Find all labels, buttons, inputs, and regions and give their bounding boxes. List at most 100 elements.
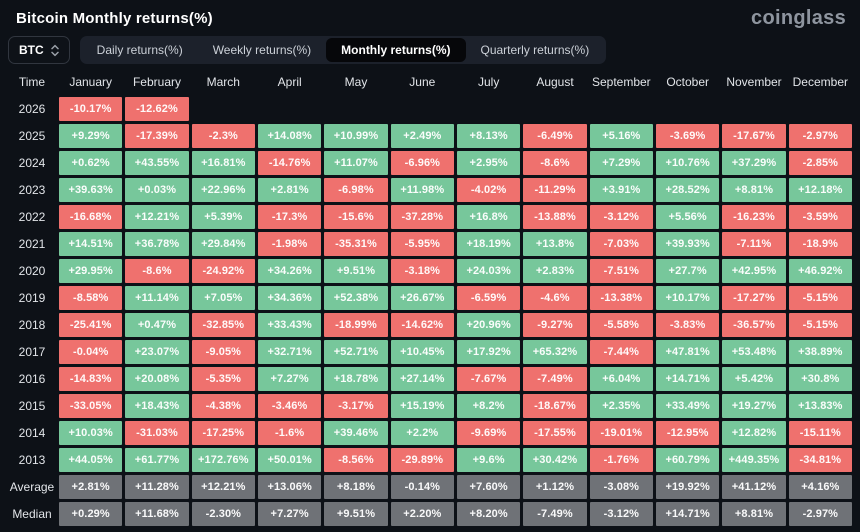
return-cell: +3.91% [589, 178, 653, 202]
row-label: 2014 [18, 426, 46, 440]
return-cell: -13.38% [589, 286, 653, 310]
return-cell: -36.57% [722, 313, 786, 337]
return-cell: +2.35% [589, 394, 653, 418]
return-cell: -3.08% [589, 475, 653, 499]
return-cell: -5.35% [191, 367, 255, 391]
return-cell: -5.95% [390, 232, 454, 256]
row-label: 2013 [18, 453, 46, 467]
row-label: 2020 [18, 264, 46, 278]
row-label: 2024 [18, 156, 46, 170]
return-cell: +50.01% [257, 448, 322, 472]
return-cell: +65.32% [523, 340, 587, 364]
return-cell: -17.27% [722, 286, 786, 310]
return-cell: -1.6% [257, 421, 322, 445]
return-cell: +33.43% [257, 313, 322, 337]
return-cell: -2.97% [788, 124, 852, 148]
return-cell: +29.95% [59, 259, 123, 283]
column-header: July [477, 75, 500, 89]
return-cell: -2.30% [191, 502, 255, 526]
return-cell: -18.99% [324, 313, 388, 337]
return-cell: -7.44% [589, 340, 653, 364]
return-cell: +26.67% [390, 286, 454, 310]
return-cell: -24.92% [191, 259, 255, 283]
empty-cell [722, 97, 785, 121]
return-cell: -16.23% [722, 205, 786, 229]
topbar: Bitcoin Monthly returns(%) coinglass [0, 0, 860, 31]
empty-cell [656, 97, 719, 121]
toolbar: BTC Daily returns(%) Weekly returns(%) Mon… [0, 31, 860, 70]
return-cell: +37.29% [722, 151, 786, 175]
return-cell: +18.78% [324, 367, 388, 391]
return-cell: +14.51% [59, 232, 123, 256]
empty-cell [457, 97, 520, 121]
return-cell: +0.62% [59, 151, 123, 175]
return-cell: +15.19% [390, 394, 454, 418]
return-cell: +18.43% [125, 394, 189, 418]
empty-cell [192, 97, 255, 121]
empty-cell [324, 97, 387, 121]
return-cell: +22.96% [191, 178, 255, 202]
return-cell: -4.02% [456, 178, 521, 202]
return-cell: +9.51% [324, 502, 388, 526]
return-cell: +8.13% [456, 124, 521, 148]
return-cell: +11.98% [390, 178, 454, 202]
return-cell: +34.36% [257, 286, 322, 310]
tab-monthly-returns[interactable]: Monthly returns(%) [326, 38, 466, 62]
return-cell: +2.49% [390, 124, 454, 148]
column-header: May [344, 75, 368, 89]
return-cell: +23.07% [125, 340, 189, 364]
return-cell: +4.16% [788, 475, 852, 499]
return-cell: +14.08% [257, 124, 322, 148]
return-cell: +11.14% [125, 286, 189, 310]
page-title: Bitcoin Monthly returns(%) [16, 10, 213, 27]
tab-quarterly-returns[interactable]: Quarterly returns(%) [466, 38, 605, 62]
return-cell: +17.92% [456, 340, 521, 364]
row-label: 2017 [18, 345, 46, 359]
return-cell: +13.83% [788, 394, 852, 418]
row-label: Average [9, 480, 55, 494]
return-cell: +32.71% [257, 340, 322, 364]
return-cell: +28.52% [655, 178, 720, 202]
return-cell: +16.8% [456, 205, 521, 229]
return-cell: +449.35% [722, 448, 786, 472]
return-cell: -15.11% [788, 421, 852, 445]
return-cell: -5.15% [788, 313, 852, 337]
empty-cell [391, 97, 454, 121]
return-cell: -12.62% [125, 97, 189, 121]
returns-tabs: Daily returns(%) Weekly returns(%) Monthly… [79, 36, 607, 64]
tab-weekly-returns[interactable]: Weekly returns(%) [198, 38, 326, 62]
return-cell: -3.17% [324, 394, 388, 418]
return-cell: -0.14% [390, 475, 454, 499]
empty-cell [590, 97, 653, 121]
return-cell: +5.16% [589, 124, 653, 148]
return-cell: +18.19% [456, 232, 521, 256]
coinglass-logo: coinglass [751, 7, 846, 29]
return-cell: +0.47% [125, 313, 189, 337]
return-cell: +1.12% [523, 475, 587, 499]
return-cell: +42.95% [722, 259, 786, 283]
return-cell: -31.03% [125, 421, 189, 445]
return-cell: +43.55% [125, 151, 189, 175]
return-cell: +8.20% [456, 502, 521, 526]
return-cell: +5.39% [191, 205, 255, 229]
return-cell: +34.26% [257, 259, 322, 283]
return-cell: +7.27% [257, 367, 322, 391]
return-cell: -29.89% [390, 448, 454, 472]
return-cell: +2.2% [390, 421, 454, 445]
tab-daily-returns[interactable]: Daily returns(%) [82, 38, 198, 62]
empty-cell [789, 97, 852, 121]
return-cell: -17.39% [125, 124, 189, 148]
return-cell: +33.49% [655, 394, 720, 418]
return-cell: -25.41% [59, 313, 123, 337]
column-header: February [132, 75, 181, 89]
row-label: 2021 [18, 237, 46, 251]
row-label: 2026 [18, 102, 46, 116]
return-cell: +9.6% [456, 448, 521, 472]
return-cell: -18.9% [788, 232, 852, 256]
column-header: September [591, 75, 651, 89]
return-cell: -13.88% [523, 205, 587, 229]
symbol-select-value: BTC [19, 43, 44, 57]
row-label: 2016 [18, 372, 46, 386]
symbol-select[interactable]: BTC [8, 36, 70, 64]
return-cell: +39.93% [655, 232, 720, 256]
